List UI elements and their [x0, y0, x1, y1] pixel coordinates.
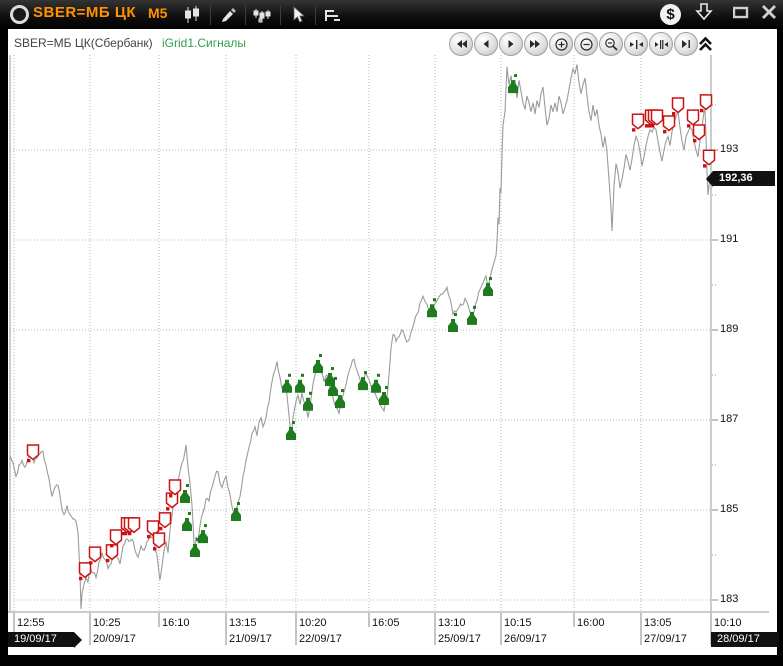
pencil-icon[interactable]: [215, 3, 241, 27]
zoom-out-button[interactable]: [574, 32, 598, 56]
time-label: 10:20: [299, 617, 327, 629]
price-label: 193: [720, 143, 739, 155]
candles-icon[interactable]: [180, 3, 206, 27]
signals-chart-icon[interactable]: [250, 3, 276, 27]
window-title: SBER=МБ ЦК: [33, 4, 136, 21]
download-icon[interactable]: [695, 2, 713, 27]
time-label: 10:25: [93, 617, 121, 629]
last-date-badge: 28/09/17: [711, 632, 779, 647]
go-to-end-button[interactable]: [674, 32, 698, 56]
step-forward-button[interactable]: [499, 32, 523, 56]
toolbar-separator: [210, 4, 211, 25]
date-label: 26/09/17: [504, 633, 547, 645]
price-label: 187: [720, 413, 739, 425]
cursor-icon[interactable]: [285, 3, 311, 27]
close-icon[interactable]: [761, 5, 777, 24]
time-label: 13:10: [438, 617, 466, 629]
current-price-badge: 192,36: [706, 170, 775, 187]
dollar-icon[interactable]: $: [660, 4, 681, 25]
price-label: 189: [720, 323, 739, 335]
date-label: 21/09/17: [229, 633, 272, 645]
compress-scale-button[interactable]: [624, 32, 648, 56]
fast-rewind-button[interactable]: [449, 32, 473, 56]
fast-forward-button[interactable]: [524, 32, 548, 56]
price-label: 183: [720, 593, 739, 605]
first-date-badge: 19/09/17: [8, 632, 82, 648]
title-bar: SBER=МБ ЦК М5: [0, 0, 783, 30]
price-label: 185: [720, 503, 739, 515]
app-logo-icon: [10, 5, 29, 24]
time-label: 16:00: [577, 617, 605, 629]
collapse-toolbar-icon[interactable]: [698, 35, 713, 53]
date-label: 20/09/17: [93, 633, 136, 645]
date-label: 25/09/17: [438, 633, 481, 645]
time-label: 16:10: [162, 617, 190, 629]
date-label: 27/09/17: [644, 633, 687, 645]
instrument-label: SBER=МБ ЦК(Сбербанк): [14, 36, 153, 50]
timeframe-label[interactable]: М5: [148, 5, 168, 21]
time-label: 16:05: [372, 617, 400, 629]
price-label: 191: [720, 233, 739, 245]
indicator-label: iGrid1.Сигналы: [162, 36, 247, 50]
zoom-in-button[interactable]: [549, 32, 573, 56]
time-label: 10:15: [504, 617, 532, 629]
window-frame-right: [777, 29, 783, 666]
toolbar-separator: [245, 4, 246, 25]
chart-header: SBER=МБ ЦК(Сбербанк) iGrid1.Сигналы: [14, 36, 246, 50]
chart-nav-toolbar: [449, 32, 698, 56]
time-label: 12:55: [17, 617, 45, 629]
chart-pane: [8, 29, 777, 655]
toolbar-separator: [280, 4, 281, 25]
levels-icon[interactable]: [320, 3, 346, 27]
toolbar-separator: [315, 4, 316, 25]
step-back-button[interactable]: [474, 32, 498, 56]
restore-icon[interactable]: [732, 5, 749, 24]
time-label: 13:05: [644, 617, 672, 629]
date-label: 22/09/17: [299, 633, 342, 645]
time-label: 13:15: [229, 617, 257, 629]
time-label: 10:10: [714, 617, 742, 629]
zoom-area-button[interactable]: [599, 32, 623, 56]
bar-width-button[interactable]: [649, 32, 673, 56]
